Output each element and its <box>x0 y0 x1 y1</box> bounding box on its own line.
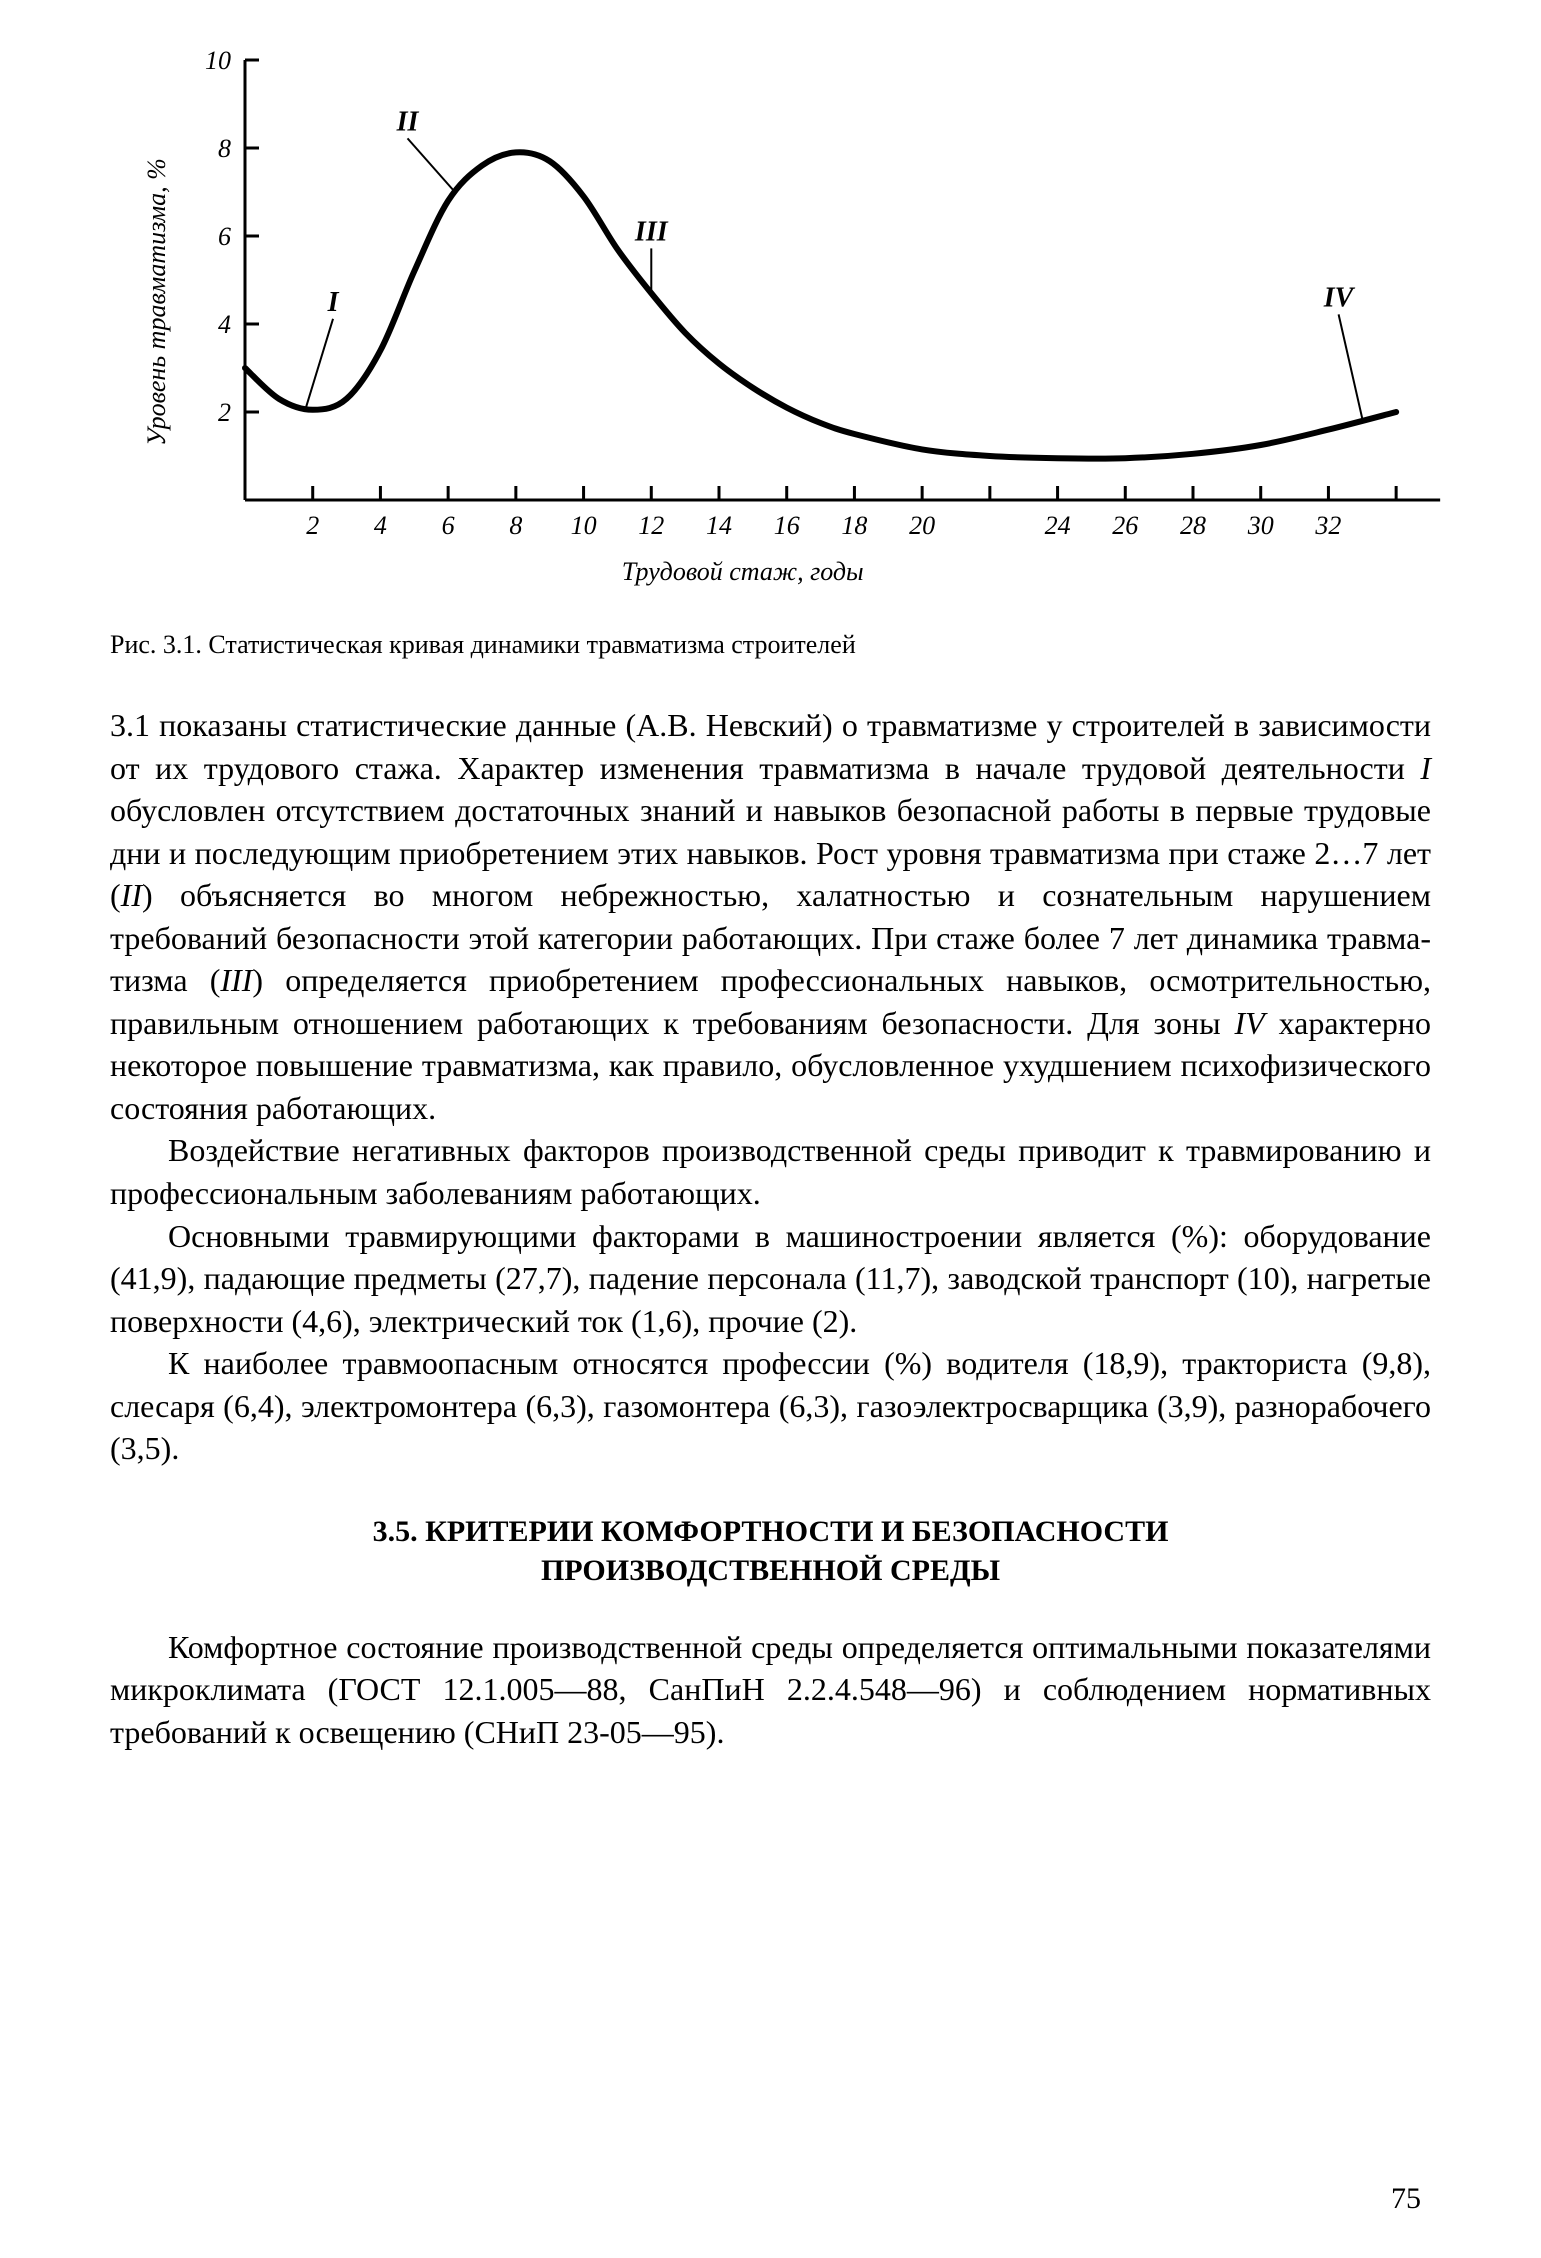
svg-text:4: 4 <box>374 511 387 540</box>
svg-text:16: 16 <box>774 511 800 540</box>
heading-line-1: 3.5. КРИТЕРИИ КОМФОРТНОСТИ И БЕЗОПАСНОСТ… <box>373 1515 1169 1548</box>
svg-text:8: 8 <box>509 511 522 540</box>
svg-text:6: 6 <box>442 511 455 540</box>
svg-text:26: 26 <box>1112 511 1138 540</box>
svg-text:I: I <box>327 287 340 318</box>
svg-text:10: 10 <box>571 511 597 540</box>
svg-text:10: 10 <box>205 46 231 75</box>
svg-text:20: 20 <box>909 511 935 540</box>
paragraph-5: Комфортное состояние производственной ср… <box>110 1626 1431 1754</box>
svg-text:2: 2 <box>306 511 319 540</box>
page: 24681012141618202426283032246810Трудовой… <box>0 0 1541 2258</box>
svg-text:32: 32 <box>1314 511 1341 540</box>
heading-line-2: ПРОИЗВОДСТВЕННОЙ СРЕДЫ <box>541 1554 1000 1587</box>
paragraph-4: К наиболее травмоопасным относятся профе… <box>110 1342 1431 1470</box>
svg-text:2: 2 <box>218 398 231 427</box>
figure-caption: Рис. 3.1. Статистическая кривая динамики… <box>110 630 1431 660</box>
svg-text:IV: IV <box>1323 282 1356 313</box>
svg-text:4: 4 <box>218 310 231 339</box>
body-text-2: Комфортное состояние производственной ср… <box>110 1626 1431 1754</box>
svg-text:6: 6 <box>218 222 231 251</box>
svg-text:18: 18 <box>841 511 867 540</box>
svg-text:28: 28 <box>1180 511 1206 540</box>
section-heading: 3.5. КРИТЕРИИ КОМФОРТНОСТИ И БЕЗОПАСНОСТ… <box>110 1512 1431 1590</box>
paragraph-2: Воздействие негативных факторов производ… <box>110 1129 1431 1214</box>
page-number: 75 <box>1391 2182 1421 2216</box>
paragraph-1: 3.1 показаны статистические данные (А.В.… <box>110 704 1431 1129</box>
paragraph-3: Основными травмирующими факторами в маши… <box>110 1215 1431 1343</box>
svg-text:Трудовой стаж, годы: Трудовой стаж, годы <box>622 557 864 586</box>
svg-text:8: 8 <box>218 134 231 163</box>
svg-text:12: 12 <box>638 511 664 540</box>
svg-text:II: II <box>396 106 420 137</box>
svg-text:30: 30 <box>1247 511 1274 540</box>
body-text: 3.1 показаны статистические данные (А.В.… <box>110 704 1431 1470</box>
svg-text:14: 14 <box>706 511 732 540</box>
svg-text:24: 24 <box>1045 511 1071 540</box>
svg-text:Уровень травматизма, %: Уровень травматизма, % <box>142 158 171 446</box>
injury-curve-chart: 24681012141618202426283032246810Трудовой… <box>110 40 1450 600</box>
svg-text:III: III <box>634 216 669 247</box>
